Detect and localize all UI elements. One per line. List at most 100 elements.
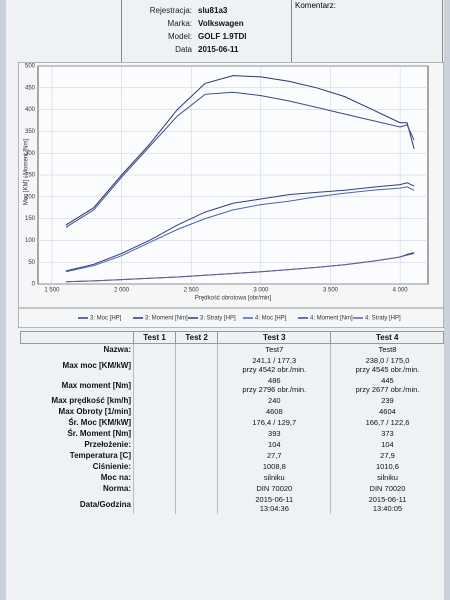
empty-cell [175,375,218,395]
cell-line: 1008,8 [262,462,286,471]
field-value: 2015-06-11 [198,45,239,54]
row-label: Śr. Moment [Nm] [67,429,131,438]
chart: Moc [KM] / Moment [Nm] Prędkość obrotowa… [18,62,444,328]
x-axis-label: Prędkość obrotowa [obr/min] [195,296,272,302]
value-cell: 104 [217,439,331,450]
y-tick-label: 300 [25,151,36,157]
cell-line: 241,1 / 177,3 [252,356,297,365]
column-header: Test 2 [175,331,219,344]
empty-cell [132,450,176,461]
table-row: Max moc [KM/kW] 241,1 / 177,3 przy 4542 ob… [21,355,444,375]
empty-cell [132,417,176,428]
value-cell: 4608 [217,406,331,417]
row-label: Norma: [102,484,131,493]
data-line [65,75,415,226]
legend-label: 4: Moc [HP] [255,316,287,322]
empty-cell [132,472,176,483]
empty-cell [175,494,218,514]
value-cell: DIN 70020 [217,483,331,494]
value-cell: 27,7 [217,450,331,461]
value-cell: 238,0 / 175,0 przy 4545 obr./min. [330,355,444,375]
legend-label: 4: Straty [HP] [365,316,401,322]
y-tick-label: 50 [28,260,35,266]
x-tick-label: 3 500 [323,288,339,294]
value-cell: 1010,6 [330,461,444,472]
row-label: Nazwa: [103,345,131,354]
y-tick-label: 200 [25,194,36,200]
cell-line: 104 [268,440,281,449]
cell-line: silniku [377,473,398,482]
cell-line: 27,7 [266,451,282,460]
cell-line: 13:40:05 [372,504,403,513]
empty-cell [132,494,176,514]
cell-line: 373 [381,429,394,438]
cell-line: 13:04:36 [259,504,289,513]
x-tick-label: 4 000 [393,288,409,294]
empty-cell [175,343,218,355]
value-cell: 4604 [330,406,444,417]
table-row: Max Obroty [1/min] 4608 4604 [21,406,444,417]
cell-line: 240 [268,396,281,405]
empty-cell [175,450,218,461]
empty-cell [175,395,218,406]
data-line [65,91,415,228]
cell-line: 4604 [379,407,396,416]
column-header: Test 3 [217,331,332,344]
x-tick-label: 1 500 [44,288,60,294]
row-label: Śr. Moc [KM/kW] [68,418,131,427]
comment-label: Komentarz: [295,1,336,10]
cell-line: 393 [268,429,281,438]
cell-line: 2015-06-11 [255,495,294,504]
table-row: Max moment [Nm] 486 przy 2796 obr./min. 445… [21,375,444,395]
x-tick-label: 3 000 [253,288,269,294]
empty-cell [175,355,218,375]
table-row: Norma: DIN 70020 DIN 70020 [21,483,444,494]
field-value: Volkswagen [198,19,244,28]
empty-cell [175,461,218,472]
empty-cell [132,395,176,406]
empty-cell [132,355,176,375]
results-table: Test 1 Test 2 Test 3 Test 4 Nazwa: Test7 Test8… [20,331,444,514]
legend-label: 3: Straty [HP] [200,316,236,322]
row-label: Max Obroty [1/min] [58,407,131,416]
y-tick-label: 150 [25,216,36,222]
cell-line: 176,4 / 129,7 [252,418,297,427]
cell-line: Test7 [265,345,284,354]
empty-cell [132,343,176,355]
data-line [65,182,415,272]
y-tick-label: 350 [25,129,36,135]
value-cell: 373 [330,428,444,439]
data-line [65,186,415,273]
empty-cell [175,439,218,450]
cell-line: DIN 70020 [369,484,406,493]
cell-line: 166,7 / 122,6 [365,418,410,427]
empty-cell [175,406,218,417]
corner-cell [20,331,134,344]
cell-line: 27,9 [380,451,395,460]
value-cell: 176,4 / 129,7 [217,417,331,428]
row-label: Moc na: [100,473,131,482]
table-row: Przełożenie: 104 104 [21,439,444,450]
column-header: Test 1 [132,331,177,344]
value-cell: silniku [330,472,444,483]
x-tick-label: 2 000 [114,288,130,294]
field-label: Model: [167,32,192,41]
table-row: Śr. Moment [Nm] 393 373 [21,428,444,439]
y-tick-label: 0 [32,282,36,288]
cell-line: DIN 70020 [256,484,293,493]
table-row: Śr. Moc [KM/kW] 176,4 / 129,7 166,7 / 122,… [21,417,444,428]
cell-line: 238,0 / 175,0 [365,356,410,365]
field-value: GOLF 1.9TDI [198,32,247,41]
column-header: Test 4 [330,331,444,344]
value-cell: 486 przy 2796 obr./min. [217,375,331,395]
empty-cell [132,406,176,417]
field-label: Rejestracja: [149,6,192,15]
x-tick-label: 2 500 [184,288,200,294]
row-label: Max moment [Nm] [61,380,131,390]
cell-line: 1010,6 [376,462,399,471]
value-cell: Test8 [330,343,444,355]
table-row: Ciśnienie: 1008,8 1010,6 [21,461,444,472]
legend-label: 3: Moc [HP] [90,316,122,322]
value-cell: 27,9 [330,450,444,461]
empty-cell [132,461,176,472]
